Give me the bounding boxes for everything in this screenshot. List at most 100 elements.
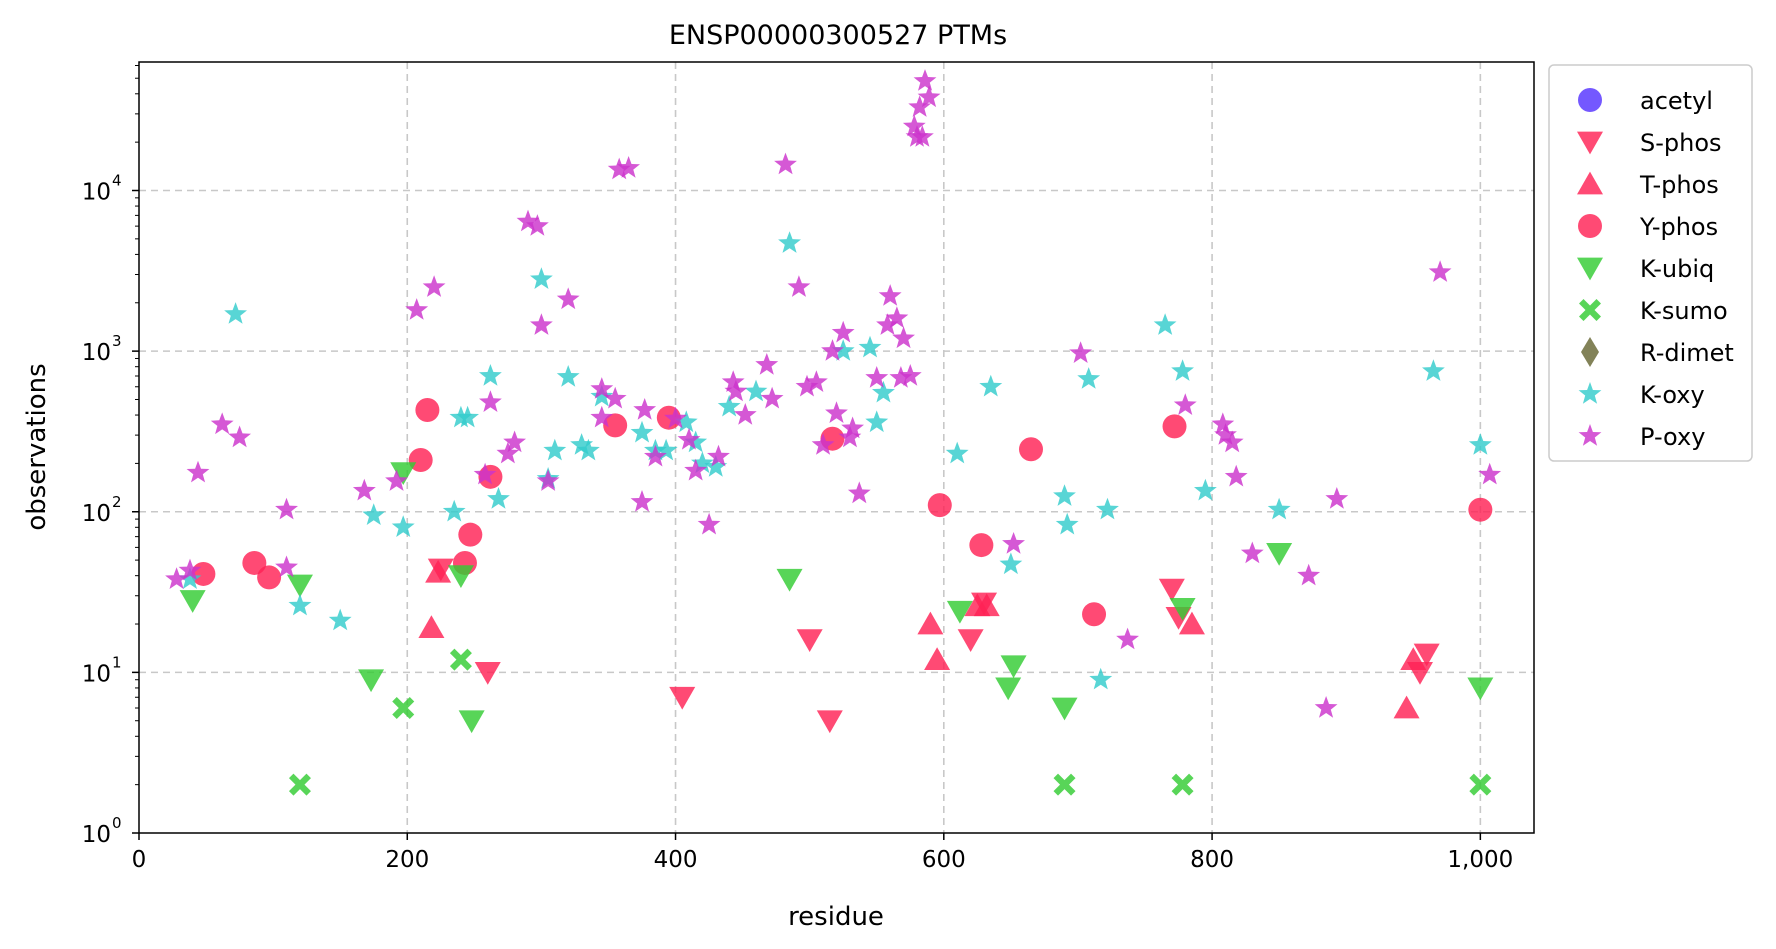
data-point-K-oxy: [224, 302, 247, 324]
data-point-P-oxy: [1240, 541, 1264, 564]
data-point-P-oxy: [825, 401, 848, 423]
data-point-P-oxy: [607, 157, 631, 180]
data-point-P-oxy: [755, 353, 779, 375]
data-point-K-ubiq: [390, 462, 417, 486]
data-point-P-oxy: [876, 313, 899, 335]
data-point-T-phos: [418, 615, 445, 639]
data-point-K-oxy: [487, 487, 510, 509]
data-point-P-oxy: [633, 398, 657, 420]
data-point-K-oxy: [1077, 367, 1101, 389]
data-point-P-oxy: [1214, 423, 1237, 445]
data-point-P-oxy: [1116, 627, 1139, 650]
legend-label: R-dimet: [1640, 339, 1734, 367]
data-point-K-oxy: [630, 420, 654, 443]
data-point-P-oxy: [1220, 430, 1244, 453]
data-point-K-oxy: [858, 335, 882, 358]
series-Y-phos: [191, 397, 1493, 627]
data-point-K-ubiq: [286, 574, 313, 598]
data-point-P-oxy: [774, 152, 797, 175]
data-point-P-oxy: [603, 386, 627, 409]
data-point-P-oxy: [795, 374, 819, 397]
y-tick-exponent: 1: [112, 653, 122, 671]
data-point-P-oxy: [1224, 464, 1248, 487]
data-point-T-phos: [1400, 647, 1427, 671]
y-tick-exponent: 4: [112, 172, 122, 190]
data-point-P-oxy: [913, 69, 937, 91]
data-point-P-oxy: [526, 214, 549, 236]
data-point-K-oxy: [865, 410, 889, 433]
x-tick-label: 0: [132, 847, 147, 873]
data-point-K-oxy: [999, 552, 1023, 575]
data-point-K-oxy: [684, 430, 708, 453]
data-point-T-phos: [973, 593, 1000, 617]
legend-marker-Y-phos: [1578, 214, 1602, 238]
data-point-K-oxy: [590, 384, 614, 407]
legend-label: acetyl: [1640, 87, 1713, 115]
legend-box: [1548, 64, 1753, 462]
data-point-K-sumo: [392, 697, 415, 720]
data-point-P-oxy: [1297, 563, 1321, 586]
y-tick-label: 10: [82, 340, 111, 366]
data-points: [165, 69, 1502, 796]
y-tick-exponent: 0: [112, 814, 122, 832]
data-point-P-oxy: [405, 298, 429, 320]
data-point-K-oxy: [1053, 484, 1076, 506]
data-point-K-ubiq: [946, 600, 973, 624]
data-point-P-oxy: [165, 567, 188, 589]
data-point-P-oxy: [805, 370, 828, 392]
data-point-K-sumo: [1053, 773, 1076, 796]
data-point-P-oxy: [479, 390, 502, 412]
data-point-P-oxy: [1069, 341, 1092, 363]
legend-marker-T-phos: [1577, 171, 1603, 195]
series-P-oxy: [165, 69, 1502, 718]
data-point-K-ubiq: [179, 590, 206, 613]
data-point-K-oxy: [1422, 359, 1445, 381]
data-point-T-phos: [425, 559, 452, 583]
data-point-T-phos: [1393, 695, 1420, 719]
x-tick-label: 600: [922, 847, 966, 873]
data-point-K-oxy: [288, 593, 312, 616]
data-point-K-oxy: [654, 438, 678, 461]
data-point-P-oxy: [1002, 532, 1025, 554]
x-tick-label: 800: [1190, 847, 1234, 873]
data-point-K-oxy: [831, 339, 855, 361]
x-axis-label: residue: [788, 902, 884, 932]
data-point-S-phos: [669, 686, 696, 710]
data-point-P-oxy: [275, 555, 298, 578]
data-point-P-oxy: [831, 320, 855, 343]
data-point-P-oxy: [811, 433, 835, 455]
y-tick-label: 10: [82, 180, 111, 206]
data-point-Y-phos: [969, 533, 994, 558]
data-point-K-sumo: [288, 773, 311, 796]
data-point-P-oxy: [892, 326, 915, 349]
y-tick-exponent: 3: [112, 332, 122, 350]
data-point-K-sumo: [1469, 773, 1492, 796]
data-point-P-oxy: [617, 156, 640, 178]
y-tick-label: 10: [82, 501, 111, 527]
data-point-Y-phos: [1082, 602, 1107, 627]
data-point-P-oxy: [1173, 393, 1197, 415]
data-point-K-oxy: [1089, 667, 1113, 690]
series-K-oxy: [178, 231, 1492, 690]
data-point-K-ubiq: [358, 669, 385, 693]
data-point-T-phos: [1178, 611, 1205, 635]
data-point-P-oxy: [664, 406, 687, 429]
data-point-T-phos: [917, 611, 944, 635]
data-point-K-oxy: [178, 567, 202, 589]
data-point-P-oxy: [878, 284, 902, 306]
data-point-P-oxy: [590, 377, 614, 399]
data-point-P-oxy: [503, 430, 526, 453]
data-point-P-oxy: [275, 497, 298, 520]
data-point-K-ubiq: [458, 710, 485, 734]
data-point-P-oxy: [186, 460, 210, 483]
data-point-K-oxy: [744, 379, 768, 402]
x-tick-label: 200: [385, 847, 429, 873]
data-point-K-oxy: [704, 455, 728, 477]
data-point-K-oxy: [391, 515, 415, 537]
data-point-K-ubiq: [447, 565, 474, 589]
data-point-P-oxy: [787, 275, 811, 297]
data-point-K-ubiq: [995, 677, 1022, 701]
data-point-K-oxy: [1153, 313, 1177, 335]
